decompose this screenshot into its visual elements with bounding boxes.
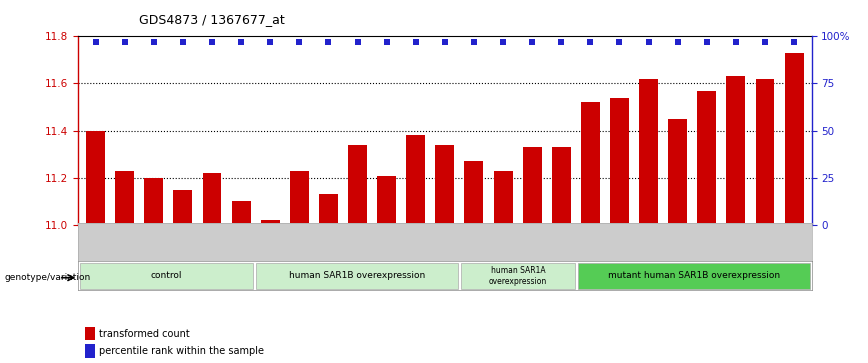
Point (729, 39, 743, 45)
Bar (406, 135, 425, 225)
Bar (727, 76, 746, 225)
Bar (378, 175, 396, 225)
Point (118, 39, 132, 45)
Bar (464, 162, 483, 225)
Bar (115, 171, 135, 225)
Bar (202, 173, 221, 225)
Bar (85, 327, 95, 340)
Point (89, 39, 102, 45)
Bar (255, 263, 458, 289)
Point (641, 39, 655, 45)
Point (496, 39, 510, 45)
Point (176, 39, 190, 45)
Bar (436, 145, 454, 225)
Point (700, 39, 713, 45)
Point (467, 39, 481, 45)
Bar (639, 79, 658, 225)
Bar (144, 178, 163, 225)
Point (555, 39, 569, 45)
Point (321, 39, 335, 45)
Bar (523, 147, 542, 225)
Bar (85, 344, 95, 358)
Text: GDS4873 / 1367677_at: GDS4873 / 1367677_at (139, 13, 285, 26)
Bar (697, 90, 716, 225)
Point (437, 39, 451, 45)
Point (263, 39, 277, 45)
Bar (581, 102, 600, 225)
Text: genotype/variation: genotype/variation (4, 273, 90, 282)
Text: human SAR1A
overexpression: human SAR1A overexpression (489, 266, 548, 286)
Bar (348, 145, 367, 225)
Text: control: control (150, 272, 182, 280)
Bar (80, 263, 253, 289)
Bar (610, 98, 629, 225)
Bar (755, 79, 774, 225)
Bar (494, 171, 512, 225)
Point (351, 39, 365, 45)
Point (293, 39, 306, 45)
Bar (174, 189, 193, 225)
Bar (319, 194, 338, 225)
Bar (232, 201, 251, 225)
Point (234, 39, 248, 45)
Point (525, 39, 539, 45)
Bar (461, 263, 575, 289)
Bar (86, 131, 105, 225)
Bar (578, 263, 810, 289)
Bar (785, 53, 804, 225)
Point (147, 39, 161, 45)
Bar (290, 171, 309, 225)
Text: percentile rank within the sample: percentile rank within the sample (99, 346, 264, 356)
Point (205, 39, 219, 45)
Point (613, 39, 627, 45)
Point (758, 39, 772, 45)
Text: transformed count: transformed count (99, 329, 189, 339)
Bar (552, 147, 571, 225)
Point (671, 39, 685, 45)
Text: human SAR1B overexpression: human SAR1B overexpression (289, 272, 425, 280)
Point (379, 39, 393, 45)
Point (787, 39, 801, 45)
Bar (260, 220, 279, 225)
Point (583, 39, 597, 45)
Text: mutant human SAR1B overexpression: mutant human SAR1B overexpression (608, 272, 780, 280)
Point (409, 39, 423, 45)
Bar (668, 119, 687, 225)
